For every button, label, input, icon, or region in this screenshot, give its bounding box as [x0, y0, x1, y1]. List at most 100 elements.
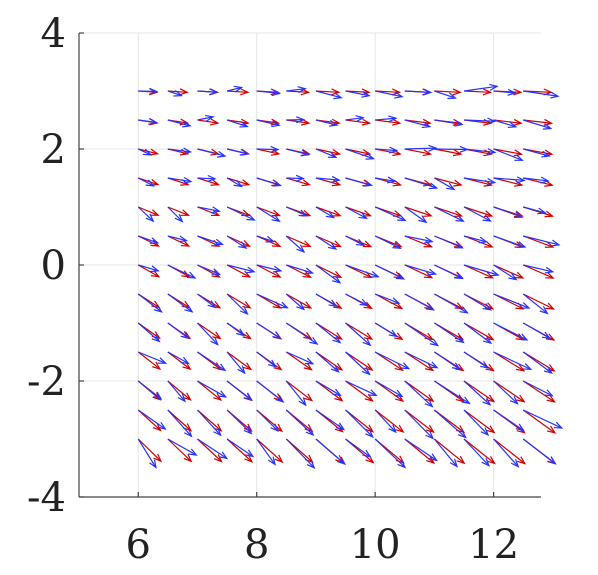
estimated-vector-head: [178, 235, 189, 243]
estimated-vector-head: [418, 215, 428, 224]
reference-vector: [404, 380, 435, 403]
reference-vector-head: [391, 88, 402, 96]
reference-vector-head: [180, 179, 190, 186]
estimated-vector: [197, 351, 227, 372]
estimated-vector: [375, 146, 399, 154]
estimated-vector: [226, 148, 250, 156]
reference-vector-head: [486, 425, 496, 434]
estimated-vector: [137, 206, 155, 223]
estimated-vector: [285, 438, 316, 469]
reference-vector-head: [423, 240, 434, 248]
estimated-vector: [167, 147, 193, 155]
estimated-vector-head: [361, 90, 371, 98]
estimated-vector: [434, 145, 469, 153]
estimated-vector-head: [515, 423, 525, 432]
estimated-vector-head: [428, 453, 438, 462]
estimated-vector-head: [539, 306, 549, 315]
estimated-vector-head: [390, 297, 401, 304]
reference-vector-shaft: [463, 264, 493, 279]
estimated-vector-shaft: [523, 206, 546, 214]
estimated-vector: [315, 322, 342, 344]
reference-vector-shaft: [285, 380, 313, 402]
estimated-vector-shaft: [167, 235, 187, 242]
estimated-vector-head: [177, 393, 186, 403]
estimated-vector-shaft: [374, 322, 397, 337]
estimated-vector: [256, 89, 282, 97]
reference-vector-head: [361, 149, 372, 157]
estimated-vector-shaft: [167, 264, 196, 279]
estimated-vector-shaft: [167, 148, 191, 153]
reference-vector-shaft: [493, 264, 524, 279]
estimated-vector-shaft: [285, 235, 305, 253]
estimated-vector-shaft: [522, 409, 563, 429]
estimated-vector: [463, 409, 490, 437]
estimated-vector: [315, 235, 338, 250]
estimated-vector-shaft: [493, 351, 532, 370]
estimated-vector-shaft: [434, 322, 464, 343]
estimated-vector: [256, 380, 285, 403]
estimated-vector: [138, 87, 159, 95]
reference-vector-head: [332, 240, 343, 248]
estimated-vector-head: [362, 337, 372, 347]
estimated-vector: [375, 90, 404, 99]
estimated-vector-shaft: [315, 235, 337, 250]
estimated-vector-shaft: [286, 264, 313, 274]
estimated-vector-head: [298, 397, 307, 407]
estimated-vector-shaft: [256, 148, 278, 151]
estimated-vector-head: [233, 179, 243, 188]
axes: [78, 32, 541, 498]
estimated-vector-head: [217, 363, 227, 372]
estimated-vector: [404, 351, 439, 369]
estimated-vector-shaft: [167, 177, 192, 183]
estimated-vector-shaft: [374, 264, 405, 280]
reference-vector: [197, 118, 220, 126]
reference-vector-shaft: [345, 206, 371, 217]
reference-vector: [493, 118, 523, 126]
estimated-vector-head: [300, 149, 311, 157]
estimated-vector-head: [306, 460, 316, 469]
estimated-vector-shaft: [522, 380, 553, 397]
reference-vector: [137, 438, 163, 463]
estimated-vector-shaft: [463, 177, 495, 184]
estimated-vector: [256, 351, 278, 368]
estimated-vector-head: [174, 213, 184, 223]
estimated-vector-head: [182, 120, 192, 128]
estimated-vector-shaft: [167, 119, 191, 127]
reference-vector-shaft: [375, 119, 400, 124]
estimated-vector-shaft: [434, 351, 461, 370]
estimated-vector-head: [188, 448, 198, 456]
estimated-vector-shaft: [167, 206, 183, 222]
estimated-vector-shaft: [404, 293, 434, 311]
estimated-vector: [404, 438, 438, 462]
reference-vector-shaft: [404, 148, 431, 155]
reference-vector: [522, 409, 557, 434]
y-tick-label: 2: [41, 127, 66, 173]
estimated-vector-shaft: [434, 148, 468, 151]
reference-vector: [137, 351, 162, 370]
reference-vector: [463, 264, 495, 279]
estimated-vector: [167, 176, 193, 184]
estimated-vector-head: [297, 86, 307, 94]
estimated-vector: [345, 380, 378, 397]
estimated-vector-shaft: [463, 409, 489, 436]
reference-vector-head: [452, 149, 463, 157]
reference-vector: [256, 438, 284, 464]
reference-vector-head: [273, 362, 283, 371]
estimated-vector-head: [153, 304, 163, 313]
reference-vector-head: [182, 392, 192, 401]
reference-vector-shaft: [315, 90, 339, 93]
reference-vector-head: [209, 118, 220, 126]
estimated-vector: [226, 409, 253, 435]
reference-vector-head: [422, 118, 432, 126]
reference-vector: [434, 438, 466, 465]
reference-vector-head: [332, 270, 343, 279]
reference-vector: [256, 264, 282, 278]
estimated-vector: [463, 351, 490, 369]
estimated-vector: [226, 351, 246, 375]
estimated-vector-shaft: [463, 380, 491, 406]
estimated-vector: [374, 206, 407, 222]
estimated-vector-shaft: [197, 264, 220, 275]
estimated-vector-head: [487, 117, 497, 125]
estimated-vector: [345, 264, 380, 278]
estimated-vector-head: [180, 331, 190, 340]
